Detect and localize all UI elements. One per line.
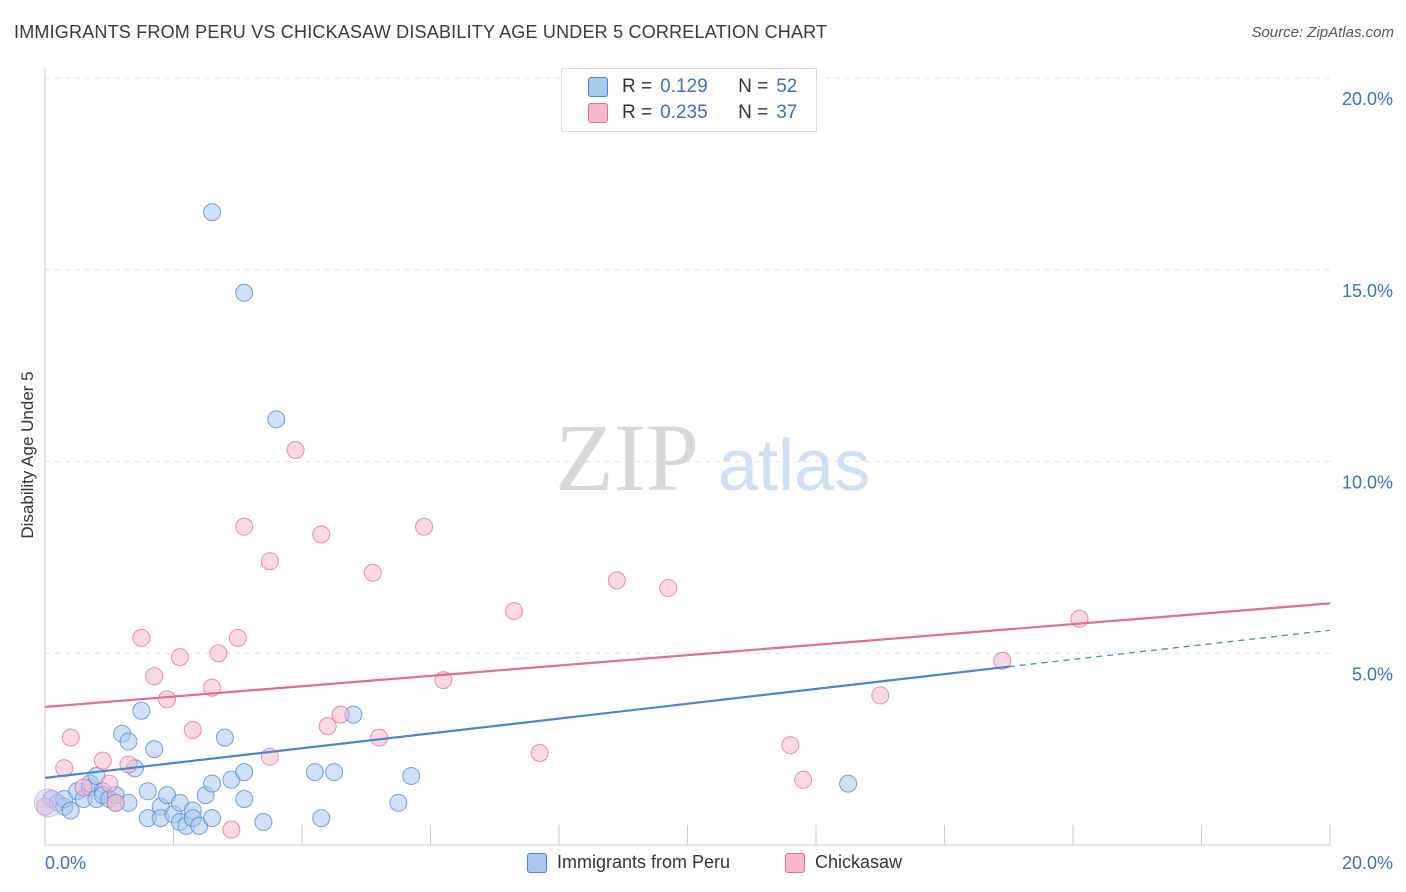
trend-line-chickasaw <box>44 602 1331 709</box>
point-peru <box>132 701 151 720</box>
chart-title: IMMIGRANTS FROM PERU VS CHICKASAW DISABI… <box>14 22 828 42</box>
bottom-legend-swatch-peru <box>527 852 547 873</box>
point-peru <box>389 793 408 812</box>
point-peru <box>145 740 164 759</box>
axes <box>44 68 1331 846</box>
legend-n-value: 37 <box>776 102 798 123</box>
point-chickasaw <box>209 644 228 663</box>
point-peru <box>235 283 254 302</box>
point-chickasaw <box>158 690 177 709</box>
point-peru <box>138 782 157 801</box>
point-peru <box>119 732 138 751</box>
point-chickasaw <box>871 686 890 705</box>
point-peru <box>305 763 324 782</box>
legend-swatch-peru <box>588 77 608 97</box>
legend-n-label: N = <box>738 102 769 123</box>
point-chickasaw <box>228 628 247 647</box>
point-chickasaw <box>794 770 813 789</box>
point-peru <box>235 789 254 808</box>
trend-line-peru <box>44 665 1009 779</box>
point-chickasaw <box>659 579 678 598</box>
bottom-legend-label-chickasaw: Chickasaw <box>815 852 903 872</box>
point-peru <box>325 763 344 782</box>
legend: R = 0.129 N = 52 R = 0.235 N = 37 <box>561 68 817 132</box>
y-tick-label: 10.0% <box>1342 473 1393 493</box>
point-chickasaw <box>106 793 125 812</box>
point-peru <box>402 766 421 785</box>
y-tick-label: 20.0% <box>1342 89 1393 109</box>
point-chickasaw <box>74 778 93 797</box>
source-label: Source: ZipAtlas.com <box>1251 24 1394 41</box>
legend-row-chickasaw: R = 0.235 N = 37 <box>588 101 797 125</box>
y-tick-label: 5.0% <box>1352 664 1393 684</box>
point-chickasaw <box>331 705 350 724</box>
trend-line-peru-projection <box>1008 629 1331 668</box>
point-peru <box>267 410 286 429</box>
bottom-legend-label-peru: Immigrants from Peru <box>557 852 731 872</box>
point-chickasaw <box>61 728 80 747</box>
point-chickasaw <box>203 678 222 697</box>
legend-n-value: 52 <box>776 76 798 97</box>
point-chickasaw <box>318 717 337 736</box>
point-peru <box>839 774 858 793</box>
point-chickasaw <box>993 651 1012 670</box>
point-chickasaw <box>145 667 164 686</box>
legend-swatch-chickasaw <box>588 103 608 123</box>
point-chickasaw <box>530 743 549 762</box>
legend-row-peru: R = 0.129 N = 52 <box>588 75 797 99</box>
point-chickasaw <box>607 571 626 590</box>
point-cluster <box>33 788 63 818</box>
point-chickasaw <box>312 525 331 544</box>
bottom-legend-chickasaw: Chickasaw <box>785 852 902 873</box>
bottom-legend: Immigrants from Peru Chickasaw <box>0 852 1406 878</box>
point-peru <box>203 809 222 828</box>
point-chickasaw <box>260 552 279 571</box>
watermark-zip: ZIP <box>555 404 699 511</box>
x-tick-label: 0.0% <box>45 853 86 873</box>
y-tick-label: 15.0% <box>1342 281 1393 301</box>
point-peru <box>203 203 222 222</box>
point-chickasaw <box>170 648 189 667</box>
point-chickasaw <box>286 440 305 459</box>
x-tick-label: 20.0% <box>1342 853 1393 873</box>
point-chickasaw <box>132 628 151 647</box>
legend-n-label: N = <box>738 76 769 97</box>
point-chickasaw <box>505 602 524 621</box>
point-chickasaw <box>235 517 254 536</box>
point-chickasaw <box>119 755 138 774</box>
legend-r-label: R = <box>622 102 653 123</box>
point-chickasaw <box>93 751 112 770</box>
point-chickasaw <box>183 720 202 739</box>
point-peru <box>61 801 80 820</box>
bottom-legend-swatch-chickasaw <box>785 852 805 873</box>
point-chickasaw <box>781 736 800 755</box>
point-chickasaw <box>55 759 74 778</box>
point-peru <box>254 812 273 831</box>
y-axis-label: Disability Age Under 5 <box>18 371 37 539</box>
legend-r-label: R = <box>622 76 653 97</box>
point-peru <box>312 809 331 828</box>
point-chickasaw <box>363 563 382 582</box>
point-chickasaw <box>222 820 241 839</box>
point-chickasaw <box>100 774 119 793</box>
legend-r-value: 0.129 <box>660 76 708 97</box>
data-points <box>33 203 1089 839</box>
bottom-legend-peru: Immigrants from Peru <box>527 852 730 873</box>
point-chickasaw <box>415 517 434 536</box>
legend-r-value: 0.235 <box>660 102 708 123</box>
point-peru <box>203 774 222 793</box>
trend-lines <box>44 602 1331 779</box>
point-peru <box>235 763 254 782</box>
grid-lines <box>45 77 1330 654</box>
watermark-atlas: atlas <box>718 426 870 506</box>
point-peru <box>215 728 234 747</box>
tick-labels: 5.0% 10.0% 15.0% 20.0% 0.0% 20.0% <box>45 89 1393 873</box>
